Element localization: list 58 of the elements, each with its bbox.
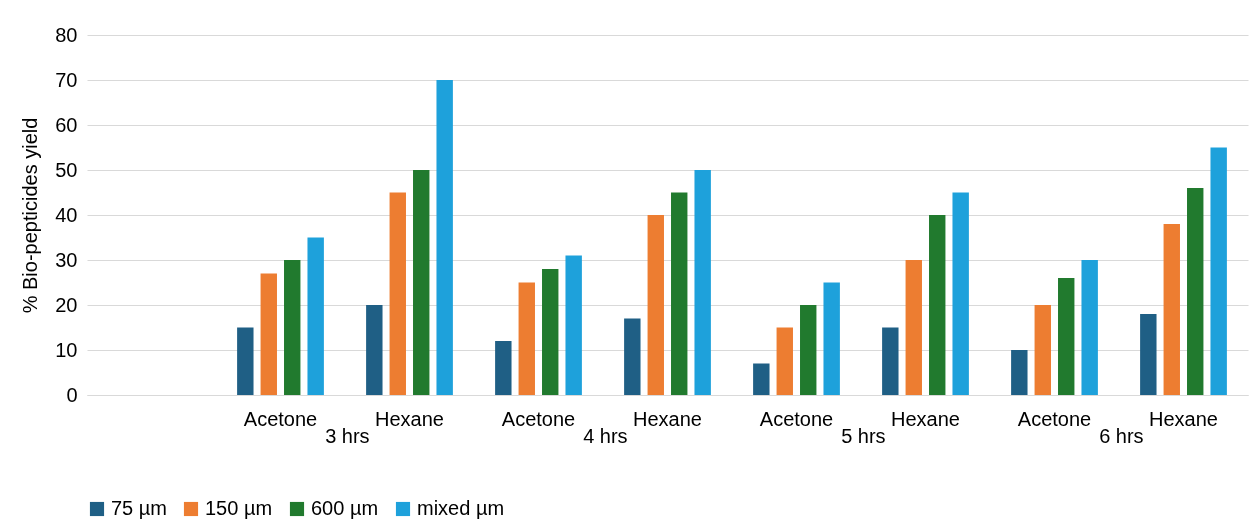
text: 6 hrs <box>1099 425 1144 447</box>
bar <box>237 327 254 395</box>
bar <box>823 282 840 395</box>
bar <box>495 341 512 395</box>
y-tick-label: 30 <box>55 248 78 271</box>
y-tick-label: 70 <box>55 68 78 91</box>
bar <box>1034 305 1051 395</box>
bar <box>389 192 406 395</box>
bar <box>776 327 793 395</box>
bar <box>624 318 641 395</box>
bar <box>671 192 688 395</box>
text: 3 hrs <box>325 425 370 447</box>
legend-label: mixed µm <box>417 497 505 519</box>
bar <box>1058 278 1075 395</box>
x-tick-label: Hexane <box>1149 407 1218 430</box>
bar <box>753 363 770 395</box>
y-tick-label: 60 <box>55 113 78 136</box>
bar <box>1081 260 1098 395</box>
bar <box>952 192 969 395</box>
y-tick-label: 80 <box>55 23 78 46</box>
bar <box>413 170 430 395</box>
bar <box>436 80 453 395</box>
bar <box>542 269 559 395</box>
x-tick-label: Acetone <box>243 407 318 430</box>
y-tick-label: 20 <box>55 293 78 316</box>
y-tick-label: 40 <box>55 203 78 226</box>
bar <box>307 237 324 395</box>
bar <box>366 305 383 395</box>
bar <box>694 170 711 395</box>
legend-label: 75 µm <box>111 497 167 519</box>
bar <box>260 273 277 395</box>
x-tick-label: Acetone <box>501 407 576 430</box>
x-tick-label: Hexane <box>375 407 444 430</box>
x-tick-label: Acetone <box>1017 407 1092 430</box>
bar <box>1187 188 1204 395</box>
bar <box>1140 314 1157 395</box>
y-tick-label: 10 <box>55 338 78 361</box>
text: 4 hrs <box>583 425 628 447</box>
bar <box>284 260 301 395</box>
bar <box>905 260 922 395</box>
bar <box>1210 147 1227 395</box>
y-tick-label: 50 <box>55 158 78 181</box>
x-tick-label: Acetone <box>759 407 834 430</box>
legend-label: 600 µm <box>311 497 379 519</box>
bar <box>1011 350 1028 395</box>
bar <box>882 327 899 395</box>
bar <box>1163 224 1180 395</box>
y-axis-title: % Bio-pepticides yield <box>19 117 42 314</box>
bar <box>647 215 664 395</box>
bar <box>929 215 946 395</box>
bar <box>518 282 535 395</box>
x-tick-label: Hexane <box>633 407 702 430</box>
legend-label: 150 µm <box>205 497 273 519</box>
text: 5 hrs <box>841 425 886 447</box>
x-tick-label: Hexane <box>891 407 960 430</box>
y-tick-label: 0 <box>66 383 78 406</box>
bar <box>800 305 817 395</box>
bar <box>565 255 582 395</box>
